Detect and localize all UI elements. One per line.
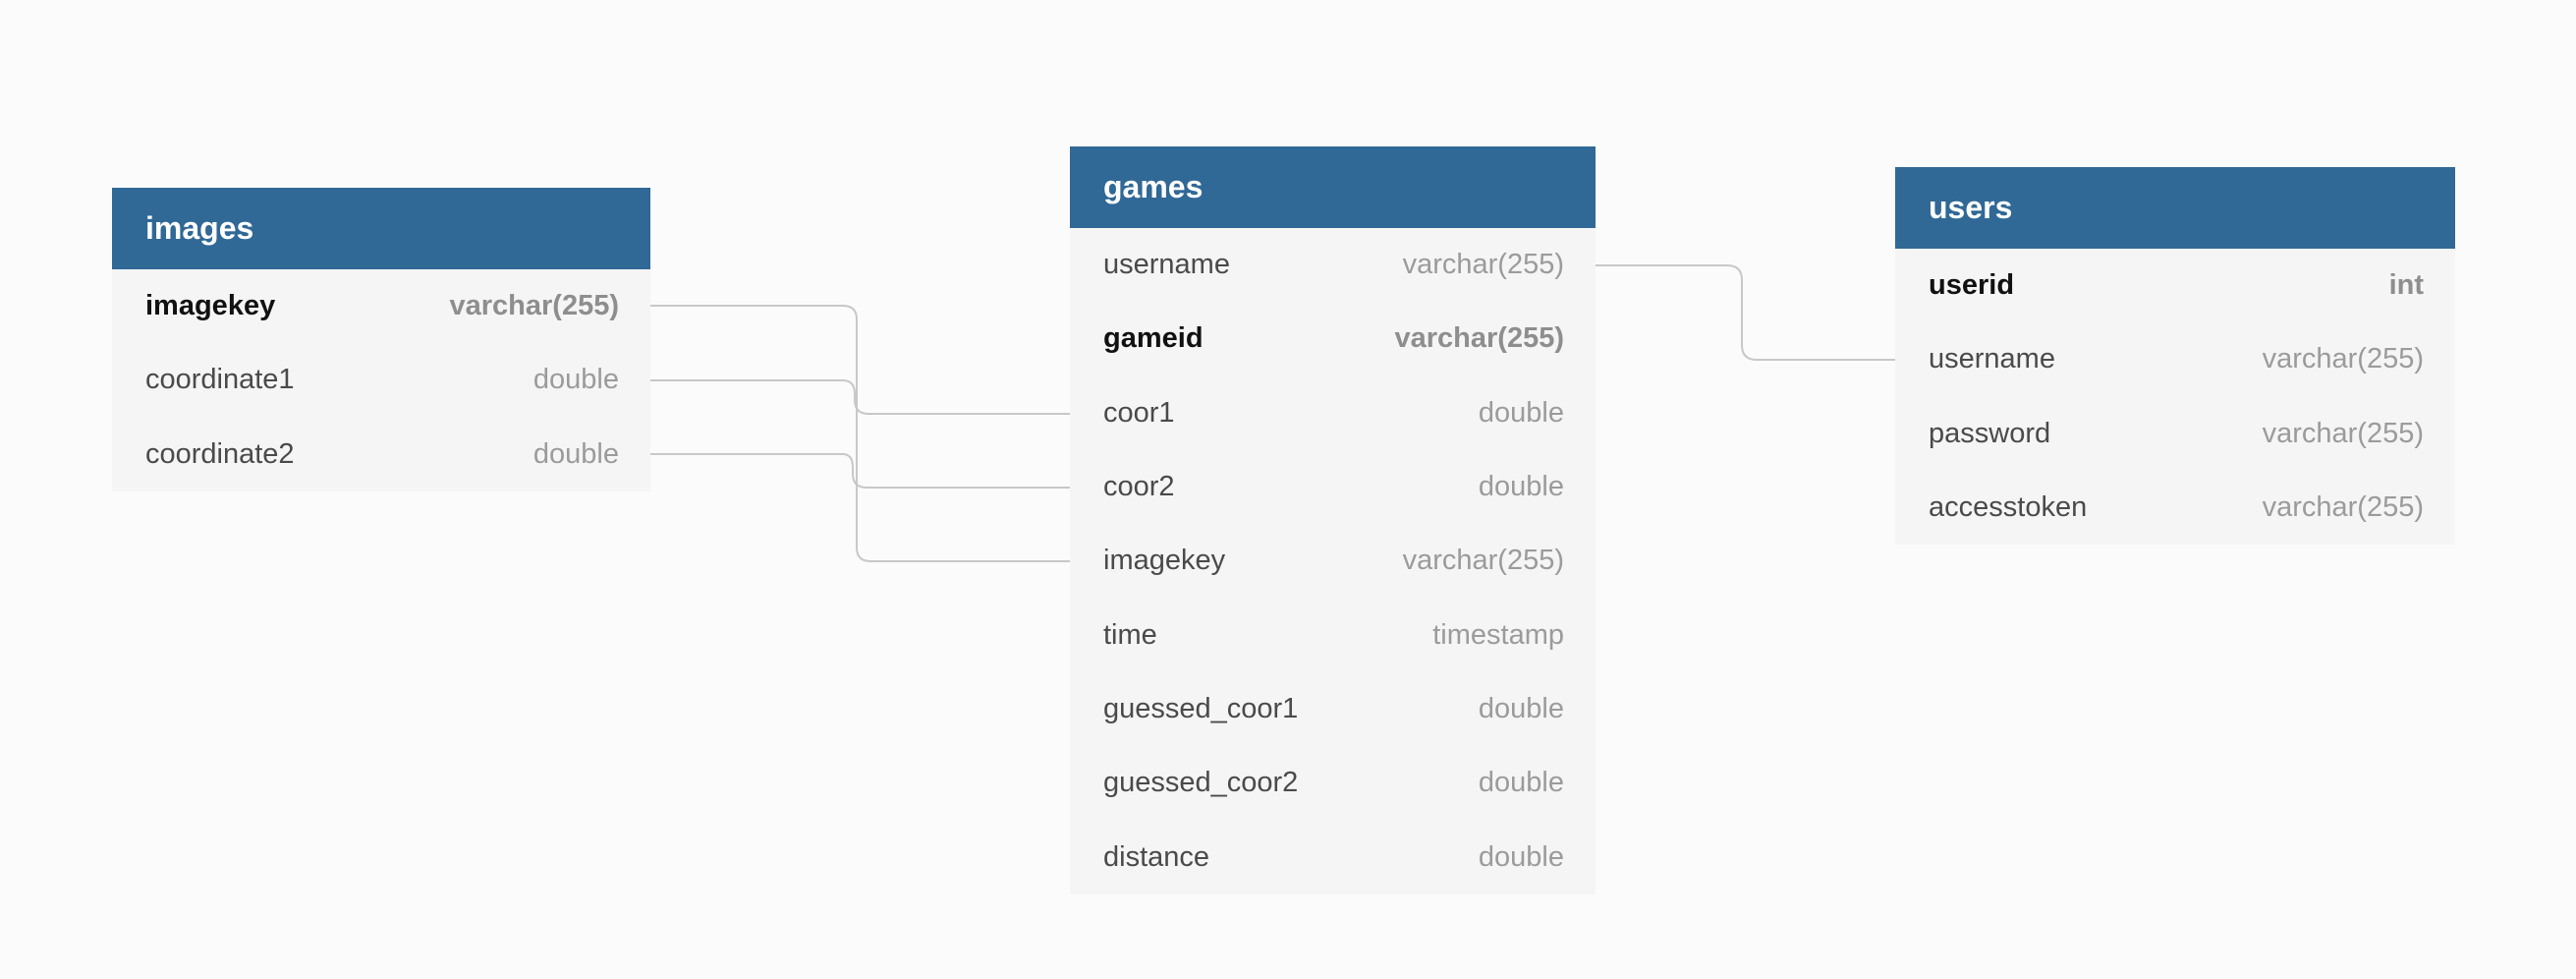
column-row-distance[interactable]: distance double	[1070, 820, 1596, 893]
column-row-coor2[interactable]: coor2 double	[1070, 450, 1596, 524]
table-users-title[interactable]: users	[1895, 167, 2455, 249]
column-row-userid[interactable]: userid int	[1895, 249, 2455, 322]
column-type: varchar(255)	[2262, 417, 2424, 449]
column-name: gameid	[1103, 322, 1204, 355]
column-row-guessed-coor1[interactable]: guessed_coor1 double	[1070, 672, 1596, 746]
column-name: guessed_coor1	[1103, 692, 1299, 724]
column-row-username[interactable]: username varchar(255)	[1895, 322, 2455, 396]
column-type: timestamp	[1432, 618, 1564, 651]
column-name: imagekey	[1103, 545, 1226, 577]
relation-line-username	[1596, 264, 1895, 361]
column-row-password[interactable]: password varchar(255)	[1895, 397, 2455, 471]
column-row-coor1[interactable]: coor1 double	[1070, 376, 1596, 450]
column-name: distance	[1103, 840, 1210, 873]
column-name: accesstoken	[1929, 491, 2088, 524]
column-row-username[interactable]: username varchar(255)	[1070, 228, 1596, 302]
column-type: double	[1478, 767, 1564, 799]
column-row-imagekey[interactable]: imagekey varchar(255)	[1070, 524, 1596, 598]
column-name: userid	[1929, 269, 2015, 302]
column-row-coordinate1[interactable]: coordinate1 double	[112, 343, 650, 417]
relation-line-coordinate1	[650, 379, 1070, 415]
relation-line-imagekey	[650, 305, 1070, 562]
column-type: varchar(255)	[2262, 491, 2424, 524]
table-games-columns: username varchar(255) gameid varchar(255…	[1070, 228, 1596, 894]
column-name: password	[1929, 417, 2051, 449]
column-name: coor1	[1103, 396, 1175, 429]
column-type: varchar(255)	[1402, 249, 1564, 281]
column-type: varchar(255)	[2262, 343, 2424, 375]
column-type: double	[1478, 396, 1564, 429]
column-row-coordinate2[interactable]: coordinate2 double	[112, 418, 650, 491]
column-name: coor2	[1103, 471, 1175, 503]
column-type: double	[532, 437, 619, 470]
column-type: varchar(255)	[1394, 322, 1565, 355]
column-row-gameid[interactable]: gameid varchar(255)	[1070, 302, 1596, 375]
table-games[interactable]: games username varchar(255) gameid varch…	[1070, 146, 1596, 894]
column-name: username	[1103, 249, 1230, 281]
table-users-columns: userid int username varchar(255) passwor…	[1895, 249, 2455, 545]
column-type: double	[1478, 692, 1564, 724]
column-type: double	[1478, 840, 1564, 873]
column-name: username	[1929, 343, 2055, 375]
column-name: imagekey	[145, 290, 276, 322]
column-type: varchar(255)	[449, 290, 620, 322]
column-row-time[interactable]: time timestamp	[1070, 598, 1596, 671]
column-name: time	[1103, 618, 1157, 651]
table-games-title[interactable]: games	[1070, 146, 1596, 228]
table-images[interactable]: images imagekey varchar(255) coordinate1…	[112, 188, 650, 491]
table-images-title[interactable]: images	[112, 188, 650, 269]
column-type: int	[2388, 269, 2424, 302]
column-row-guessed-coor2[interactable]: guessed_coor2 double	[1070, 746, 1596, 820]
column-type: varchar(255)	[1402, 545, 1564, 577]
column-name: coordinate2	[145, 437, 295, 470]
column-name: guessed_coor2	[1103, 767, 1299, 799]
table-images-columns: imagekey varchar(255) coordinate1 double…	[112, 269, 650, 491]
relation-line-coordinate2	[650, 453, 1070, 489]
column-type: double	[1478, 471, 1564, 503]
table-users[interactable]: users userid int username varchar(255) p…	[1895, 167, 2455, 546]
column-row-accesstoken[interactable]: accesstoken varchar(255)	[1895, 471, 2455, 545]
column-type: double	[532, 364, 619, 396]
column-row-imagekey[interactable]: imagekey varchar(255)	[112, 269, 650, 343]
column-name: coordinate1	[145, 364, 295, 396]
